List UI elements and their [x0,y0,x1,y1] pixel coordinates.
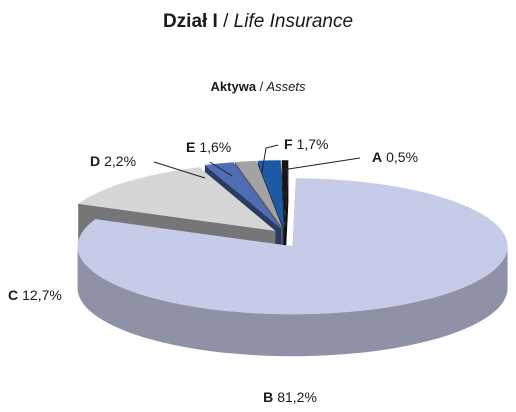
data-label: B 81,2% [263,389,317,405]
label-value: 1,7% [297,136,329,152]
label-value: 12,7% [22,287,62,303]
label-category: C [8,287,18,303]
leader-line [261,144,279,173]
leader-line [281,157,361,171]
slice [77,178,508,357]
chart-title: Dział I / Life Insurance [163,11,353,32]
label-value: 1,6% [199,139,231,155]
slice-top [78,167,276,231]
slice-top [281,160,289,229]
slice-wall [285,160,289,271]
label-category: B [263,389,273,405]
label-value: 81,2% [277,389,317,405]
leader-line [209,161,233,177]
data-label: F 1,7% [284,136,328,152]
slice-top [234,160,283,229]
data-label: A 0,5% [372,149,418,165]
chart-subtitle: Aktywa / Assets [211,79,306,94]
slice-side [77,246,508,357]
label-category: A [372,149,382,165]
label-value: 2,2% [104,153,136,169]
label-category: F [284,136,293,152]
slice-top [204,162,281,229]
slice-top [257,160,285,229]
label-value: 0,5% [386,149,418,165]
data-label: C 12,7% [8,287,62,303]
leader-line [153,161,206,179]
slice-top [77,178,508,315]
label-category: D [90,153,100,169]
data-label: D 2,2% [90,153,136,169]
label-category: E [186,139,195,155]
data-label: E 1,6% [186,139,231,155]
